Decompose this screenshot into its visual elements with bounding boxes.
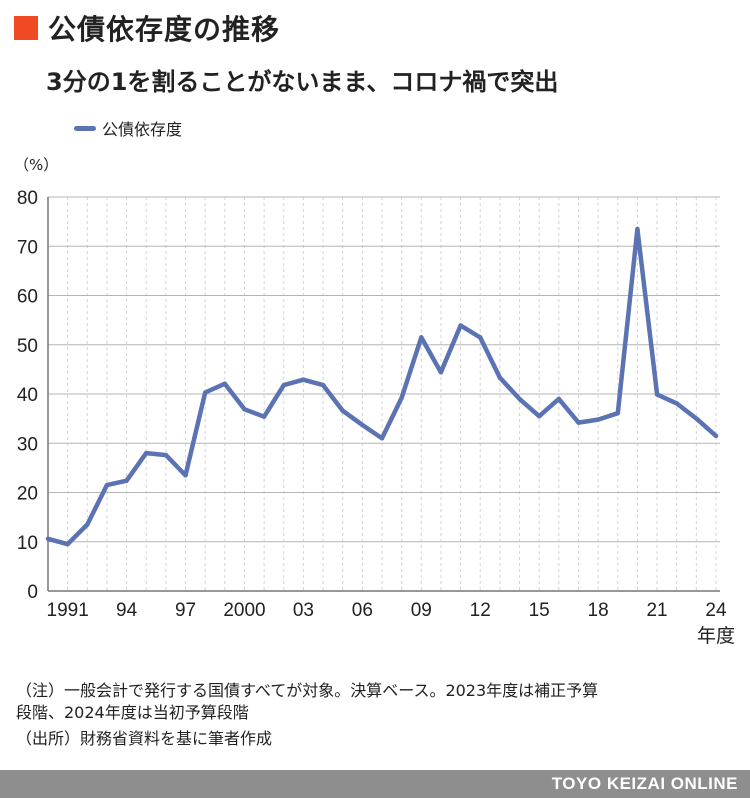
page-title: 公債依存度の推移 [48,13,281,46]
data-point [635,226,640,232]
footer-brand: TOYO KEIZAI ONLINE [551,774,738,793]
data-point [301,377,306,382]
y-tick-label: 60 [17,287,38,308]
data-point [242,407,247,412]
y-tick-label: 10 [17,533,38,554]
x-tick-label: 94 [116,600,138,621]
data-point [124,478,129,483]
x-tick-label: 09 [411,600,432,621]
footer-bar: TOYO KEIZAI ONLINE [0,770,750,798]
data-point [615,411,620,416]
data-point [517,396,522,402]
x-tick-label: 15 [529,600,550,621]
data-point [478,335,483,340]
data-point [202,390,208,395]
x-tick-label: 1991 [47,600,89,621]
data-point [536,413,542,419]
data-point [654,392,660,397]
x-tick-label: 21 [646,600,667,621]
data-point [674,401,679,406]
data-point [261,414,267,419]
y-axis-unit-label: （%） [14,156,59,174]
data-point [65,542,70,547]
data-point [281,382,286,388]
data-point [85,522,90,527]
x-tick-label: 06 [352,600,373,621]
legend-swatch [74,125,96,131]
data-point [399,395,404,401]
x-axis-label: 年度 [697,625,735,647]
y-tick-label: 40 [17,385,38,406]
page-subtitle: 3分の1を割ることがないまま、コロナ禍で突出 [46,68,559,96]
chart-legend: 公債依存度 [74,116,182,140]
title-row: 公債依存度の推移 [14,8,280,48]
x-tick-label: 18 [588,600,609,621]
data-point [360,422,365,428]
y-tick-label: 80 [17,188,38,209]
note-line-2: 段階、2024年度は当初予算段階 [16,703,249,722]
note-line-1: （注）一般会計で発行する国債すべてが対象。決算ベース。2023年度は補正予算 [16,681,599,700]
data-point [694,416,699,421]
data-point [595,417,601,422]
line-chart: 0 10 20 30 40 50 60 70 80 1991 94 97 2000 03 06 09 12 15 1… [17,188,735,647]
title-accent-square [14,16,38,40]
y-tick-label: 0 [27,582,38,603]
data-point [163,452,169,458]
data-point [379,436,385,441]
data-point [104,482,110,488]
data-point [320,382,326,388]
y-tick-label: 70 [17,237,38,258]
data-point [713,433,719,439]
data-point [576,420,581,425]
data-point [497,375,503,380]
y-tick-label: 30 [17,434,38,455]
x-tick-label: 97 [175,600,196,621]
data-point [144,450,149,456]
data-point [419,335,424,340]
data-point [556,396,562,402]
y-tick-label: 50 [17,336,38,357]
data-point [183,473,188,478]
x-tick-label: 03 [293,600,314,621]
data-point [45,536,51,541]
data-point [438,370,444,375]
source-line: （出所）財務省資料を基に筆者作成 [16,729,273,748]
data-point [222,381,228,386]
x-tick-label: 2000 [223,600,265,621]
data-point [340,408,345,413]
data-point [458,323,463,328]
legend-label: 公債依存度 [102,120,183,139]
x-tick-label: 24 [705,600,727,621]
y-tick-label: 20 [17,484,38,505]
x-tick-label: 12 [470,600,491,621]
